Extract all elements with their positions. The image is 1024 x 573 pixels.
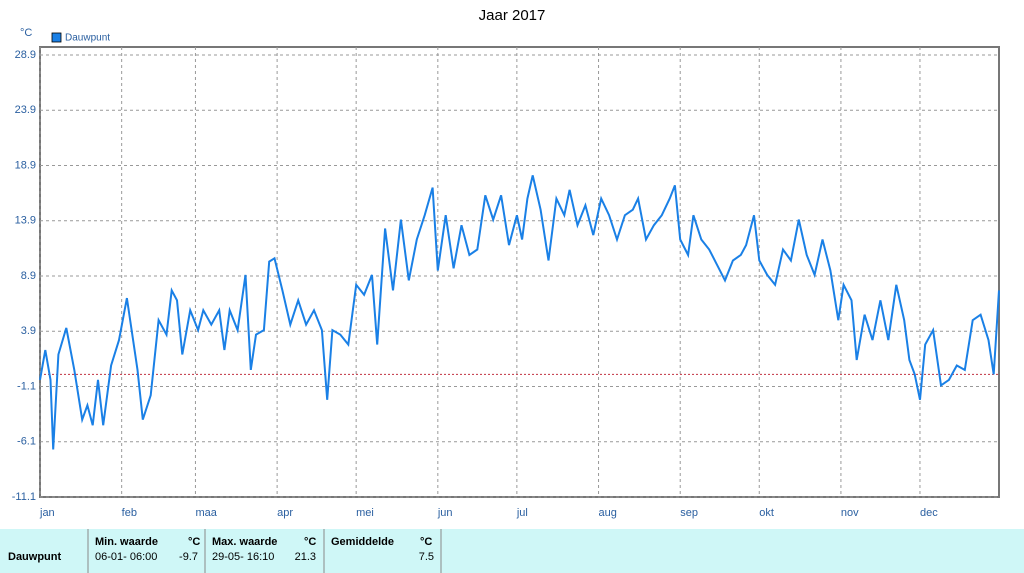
row-label: Dauwpunt bbox=[8, 551, 61, 563]
x-tick-label: maa bbox=[195, 507, 217, 519]
table-header: Gemiddelde bbox=[331, 536, 394, 548]
x-tick-label: feb bbox=[122, 507, 137, 519]
x-tick-label: nov bbox=[841, 507, 859, 519]
x-tick-label: mei bbox=[356, 507, 374, 519]
x-tick-label: sep bbox=[680, 507, 698, 519]
table-header: °C bbox=[420, 536, 432, 548]
table-header: °C bbox=[304, 536, 316, 548]
table-cell: -9.7 bbox=[179, 551, 198, 563]
y-tick-label: 23.9 bbox=[15, 104, 36, 116]
table-cell: 21.3 bbox=[295, 551, 316, 563]
plot-frame bbox=[39, 46, 1000, 498]
table-header: Min. waarde bbox=[95, 536, 158, 548]
legend-swatch bbox=[51, 32, 62, 43]
x-tick-label: okt bbox=[759, 507, 774, 519]
table-header: Max. waarde bbox=[212, 536, 277, 548]
y-tick-label: 18.9 bbox=[15, 159, 36, 171]
table-cell: 7.5 bbox=[419, 551, 434, 563]
x-tick-label: jan bbox=[39, 507, 55, 519]
x-tick-label: aug bbox=[599, 507, 617, 519]
y-tick-label: 3.9 bbox=[21, 325, 36, 337]
table-dividers bbox=[87, 529, 442, 573]
table-header: °C bbox=[188, 536, 200, 548]
y-tick-label: 28.9 bbox=[15, 49, 36, 61]
x-tick-label: dec bbox=[920, 507, 938, 519]
y-unit: °C bbox=[20, 27, 32, 39]
y-tick-label: 8.9 bbox=[21, 270, 36, 282]
x-tick-label: apr bbox=[277, 507, 293, 519]
table-panel bbox=[0, 529, 1024, 573]
y-tick-label: -11.1 bbox=[12, 491, 36, 503]
x-tick-label: jun bbox=[437, 507, 453, 519]
y-tick-label: -6.1 bbox=[17, 436, 36, 448]
legend-label: Dauwpunt bbox=[65, 33, 110, 44]
y-tick-label: -1.1 bbox=[17, 380, 36, 392]
table-cell: 06-01- 06:00 bbox=[95, 551, 157, 563]
x-tick-label: jul bbox=[516, 507, 528, 519]
table-cell: 29-05- 16:10 bbox=[212, 551, 274, 563]
y-tick-label: 13.9 bbox=[15, 215, 36, 227]
chart-title: Jaar 2017 bbox=[479, 7, 546, 24]
data-line bbox=[39, 175, 1000, 450]
